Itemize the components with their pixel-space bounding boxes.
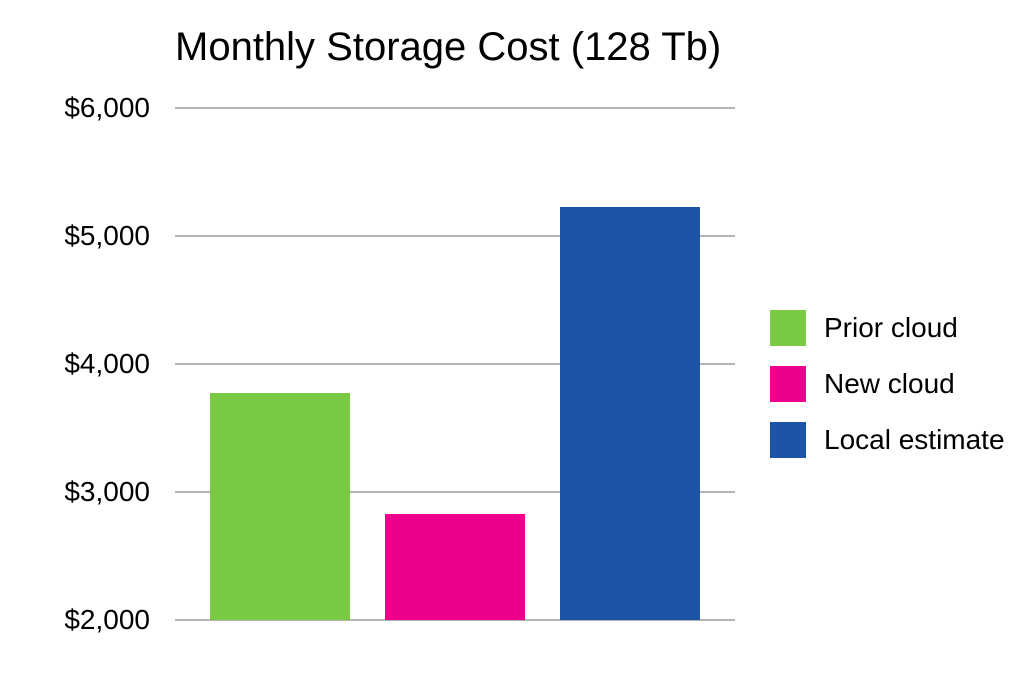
- legend-label: Prior cloud: [824, 312, 958, 344]
- legend: Prior cloud New cloud Local estimate: [770, 310, 1005, 458]
- chart-title: Monthly Storage Cost (128 Tb): [175, 25, 721, 70]
- y-axis-tick-label: $4,000: [0, 348, 150, 380]
- bar: [385, 514, 525, 620]
- bar: [210, 393, 350, 620]
- legend-item: New cloud: [770, 366, 1005, 402]
- chart-container: Monthly Storage Cost (128 Tb) $2,000 $3,0…: [0, 0, 1024, 677]
- y-axis-tick-label: $3,000: [0, 476, 150, 508]
- legend-swatch: [770, 422, 806, 458]
- legend-label: Local estimate: [824, 424, 1005, 456]
- y-axis-tick-label: $6,000: [0, 92, 150, 124]
- y-axis-tick-label: $5,000: [0, 220, 150, 252]
- plot-area: [175, 108, 735, 620]
- bar: [560, 207, 700, 620]
- legend-swatch: [770, 366, 806, 402]
- gridline: [175, 107, 735, 109]
- legend-label: New cloud: [824, 368, 955, 400]
- legend-item: Prior cloud: [770, 310, 1005, 346]
- legend-item: Local estimate: [770, 422, 1005, 458]
- legend-swatch: [770, 310, 806, 346]
- y-axis-tick-label: $2,000: [0, 604, 150, 636]
